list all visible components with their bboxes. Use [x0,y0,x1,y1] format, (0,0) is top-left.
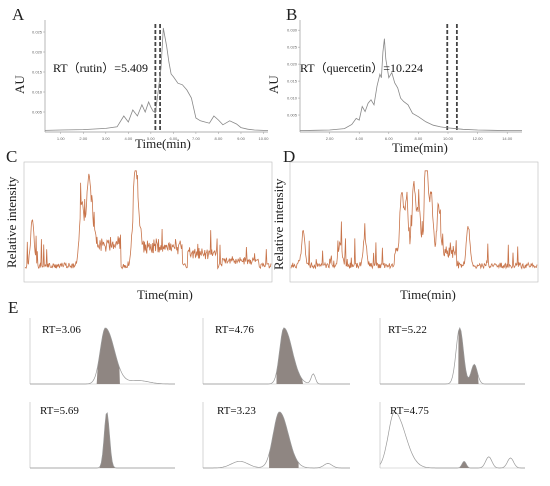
b-y-tick-label: 0.030 [287,28,298,33]
panel-c-y-label: Relative intensity [4,176,19,268]
panel-letter-e: E [8,298,18,317]
panel-e-subplot-6-label: RT=4.75 [390,405,429,417]
b-x-tick-label: 14.00 [502,136,513,141]
panel-e-subplot-5-label: RT=3.23 [217,405,256,417]
a-x-tick-label: 10.00 [258,136,269,141]
panel-e-subplot-4-label: RT=5.69 [40,405,79,417]
panel-e-subplot-4-line [30,412,175,469]
panel-e-subplot-1-line [30,327,175,385]
b-y-tick-label: 0.025 [287,45,298,50]
panel-e-subplot-2: RT=4.76 [202,318,350,385]
panel-d-series-line [290,170,538,270]
b-y-tick-label: 0.010 [287,96,298,101]
panel-letter-d: D [283,147,295,166]
a-x-tick-label: 4.00 [124,136,133,141]
a-y-tick-label: 0.020 [32,50,43,55]
b-x-tick-label: 6.00 [385,136,394,141]
panel-c-chart: Relative intensity Time(min) [4,161,273,302]
panel-b-series-line [299,38,522,131]
a-x-tick-label: 5.00 [147,136,156,141]
panel-letter-a: A [12,5,25,24]
a-y-tick-label: 0.010 [32,90,43,95]
a-y-tick-label: 0.015 [32,70,43,75]
a-x-tick-label: 3.00 [102,136,111,141]
panel-c-series-line [24,170,272,270]
panel-c-x-label: Time(min) [137,287,193,302]
b-x-tick-label: 10.00 [443,136,454,141]
b-y-tick-label: 0.020 [287,62,298,67]
panel-c-frame [23,161,273,283]
a-x-tick-label: 1.00 [57,136,66,141]
panel-e-subplot-6: RT=4.75 [379,402,525,469]
panel-letter-c: C [6,147,17,166]
panel-d-frame [289,161,539,283]
panel-e-subplot-4-area [99,412,117,468]
panel-e-subplot-5: RT=3.23 [202,402,350,469]
a-y-tick-label: 0.005 [32,110,43,115]
panel-b-y-label: AU [266,75,281,94]
b-x-tick-label: 12.00 [473,136,484,141]
panel-a-series-line [44,27,268,131]
panel-a-chart: 1.00 2.00 3.00 4.00 5.00 6.00 7.00 8.00 9.00 10.0… [12,20,269,151]
panel-d-chart: Relative intensity Time(min) [271,161,539,302]
a-y-tick-label: 0.025 [32,30,43,35]
panel-e-subplot-2-area [276,327,303,384]
panel-d-x-label: Time(min) [400,287,456,302]
b-y-tick-label: 0.005 [287,113,298,118]
panel-e-subplot-2-label: RT=4.76 [215,324,254,336]
panel-e-subplot-1-area [96,328,120,384]
panel-b-annotation: RT（quercetin）=10.224 [300,61,423,75]
panel-a-annotation: RT（rutin）=5.409 [53,61,148,75]
panel-b-x-label: Time(min) [392,140,448,155]
panel-e-subplot-5-area [269,412,299,468]
panel-e-subplot-6-line [379,411,525,469]
panel-e-subplot-1: RT=3.06 [29,318,175,385]
panel-letter-b: B [286,5,297,24]
a-x-tick-label: 2.00 [79,136,88,141]
a-x-tick-label: 8.00 [215,136,224,141]
panel-e-subplot-1-label: RT=3.06 [42,324,81,336]
b-y-tick-label: 0.015 [287,79,298,84]
panel-a-x-label: Time(min) [135,136,191,151]
b-x-tick-label: 2.00 [326,136,335,141]
panel-e-subplot-3-label: RT=5.22 [388,324,427,336]
b-x-tick-label: 4.00 [355,136,364,141]
a-x-tick-label: 6.00 [169,136,178,141]
panel-b-chart: 2.00 4.00 6.00 8.00 10.00 12.00 14.00 0.005 0.01… [266,20,522,155]
panel-e-subplot-5-line [203,411,350,469]
panel-e-subplot-3: RT=5.22 [379,318,525,385]
panel-e-subplot-3-area [458,327,479,384]
a-x-tick-label: 9.00 [237,136,246,141]
panel-e-subplot-2-line [203,327,350,385]
panel-e-subplot-4: RT=5.69 [29,402,175,469]
b-x-tick-label: 8.00 [415,136,424,141]
panel-d-y-label: Relative intensity [271,178,286,270]
panel-e-chart: RT=3.06 RT=4.76 RT=5.22 RT=5.69 [29,318,525,469]
panel-e-subplot-3-line [380,326,525,385]
panel-a-y-label: AU [12,75,27,94]
a-x-tick-label: 7.00 [192,136,201,141]
